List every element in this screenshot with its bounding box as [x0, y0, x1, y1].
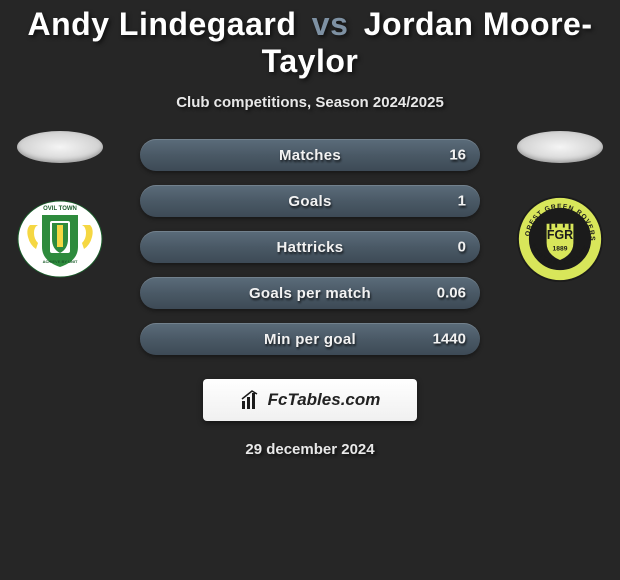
- stat-value: 16: [449, 147, 466, 164]
- date-label: 29 december 2024: [0, 441, 620, 458]
- bar-chart-icon: [240, 389, 262, 411]
- crest-right-year: 1889: [553, 245, 568, 252]
- player1-name: Andy Lindegaard: [28, 6, 297, 42]
- svg-text:ACHIEVE BY UNIT: ACHIEVE BY UNIT: [43, 259, 78, 264]
- stat-row: Goals 1: [140, 185, 480, 217]
- player2-side: FOREST GREEN ROVERS FOOTBALL CLUB FGR 18…: [510, 131, 610, 283]
- stat-value: 1: [458, 193, 466, 210]
- stat-value: 0: [458, 239, 466, 256]
- stat-label: Hattricks: [277, 239, 344, 256]
- stats-list: Matches 16 Goals 1 Hattricks 0 Goals per…: [140, 139, 480, 355]
- stat-row: Hattricks 0: [140, 231, 480, 263]
- vs-separator: vs: [312, 6, 349, 42]
- subtitle: Club competitions, Season 2024/2025: [0, 94, 620, 111]
- crest-right-text: FGR: [547, 228, 573, 242]
- stat-label: Matches: [279, 147, 341, 164]
- comparison-title: Andy Lindegaard vs Jordan Moore-Taylor: [0, 0, 620, 80]
- stat-value: 1440: [433, 331, 466, 348]
- player1-side: ACHIEVE BY UNIT OVIL TOWN: [10, 131, 110, 283]
- player1-photo-placeholder: [17, 131, 103, 163]
- stat-row: Goals per match 0.06: [140, 277, 480, 309]
- player2-club-crest: FOREST GREEN ROVERS FOOTBALL CLUB FGR 18…: [516, 195, 604, 283]
- stat-label: Goals: [288, 193, 331, 210]
- main-panel: ACHIEVE BY UNIT OVIL TOWN FOREST GREEN R…: [0, 139, 620, 458]
- stat-value: 0.06: [437, 285, 466, 302]
- stat-row: Matches 16: [140, 139, 480, 171]
- brand-badge: FcTables.com: [203, 379, 417, 421]
- stat-label: Goals per match: [249, 285, 371, 302]
- player1-club-crest: ACHIEVE BY UNIT OVIL TOWN: [16, 195, 104, 283]
- player2-photo-placeholder: [517, 131, 603, 163]
- svg-text:OVIL TOWN: OVIL TOWN: [43, 206, 77, 212]
- stat-row: Min per goal 1440: [140, 323, 480, 355]
- brand-text: FcTables.com: [268, 390, 381, 410]
- stat-label: Min per goal: [264, 331, 356, 348]
